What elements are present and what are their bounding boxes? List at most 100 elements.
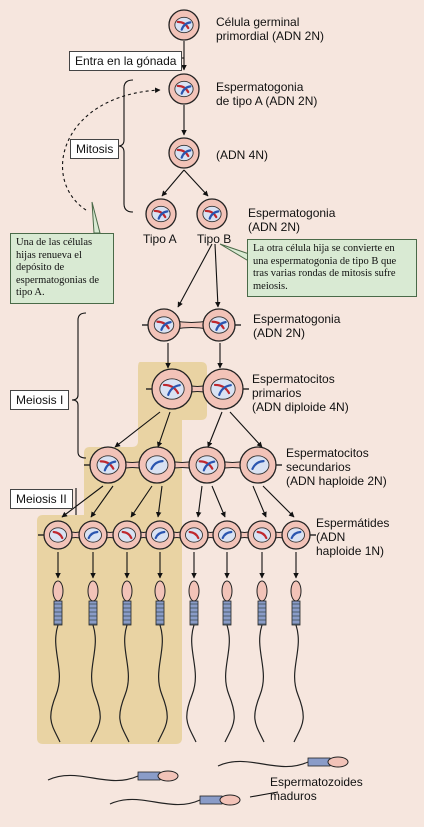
arrow-to-type-a [161,169,185,197]
arrow-to-type-b [183,169,209,197]
developing-sperm [221,580,235,743]
cell [112,520,142,550]
developing-sperm [50,580,64,743]
chromosome-blue [290,530,302,540]
sperm-tail [254,624,265,743]
type-a-spermatogonium [168,73,200,105]
developing-sperm [154,580,168,743]
arrow-secondary-to-spermatid [195,485,203,518]
arrow-secondary-to-spermatid [155,485,163,518]
chromosome-red [213,383,231,395]
highlight-region [37,362,207,744]
sperm-head [188,580,200,602]
sperm-midpiece [307,757,331,767]
sperm-tail [50,624,61,743]
sperm-head [221,580,233,602]
chromosome-blue [215,321,227,331]
chromosome-red [256,530,268,540]
cell [202,308,236,342]
arrow-b-to-pair-right [214,243,221,308]
label-type-b-spermatogonia: Espermatogonia (ADN 2N) [253,312,341,340]
chromosome-blue [208,210,220,220]
arrow-secondary-to-spermatid [90,485,114,518]
sperm-midpiece [222,600,232,626]
sperm-tail [109,798,201,806]
mature-sperm-pointer [249,791,279,798]
label-spermatogonia-2n: Espermatogonia (ADN 2N) [248,206,336,234]
sperm-head [290,580,302,602]
cell [89,446,127,484]
sperm-midpiece [199,795,223,805]
sperm-head [327,756,349,768]
chromosome-red [153,209,167,219]
sperm-head [121,580,133,602]
cell [145,520,175,550]
chromosome-blue [87,530,99,540]
meiosis-i-label: Meiosis I [10,390,70,410]
chromosome-red [52,530,64,540]
sperm-midpiece [291,600,301,626]
developing-sperm [186,580,200,743]
cells [38,9,349,806]
mitosis-label: Mitosis [70,139,120,159]
cell [202,368,244,410]
sperm-head [219,794,241,806]
sperm-tail [119,624,130,743]
arrow-secondary-to-spermatid [211,485,226,518]
chromosome-red [198,460,214,470]
label-primary-spermatocytes: Espermatocitos primarios (ADN diploide 4… [252,372,349,414]
label-type-a-spermatogonium: Espermatogonia de tipo A (ADN 2N) [216,80,318,108]
nucleus [246,455,270,475]
lineage-highlight [37,362,207,744]
label-mature-sperm: Espermatozoides maduros [270,775,363,803]
sperm-head [87,580,99,602]
arrow-primary-to-secondary [207,411,223,448]
developing-sperm [119,580,133,743]
chromosome-blue [180,85,192,95]
cell [212,520,242,550]
sperm-head [52,580,64,602]
meiosis-ii-label: Meiosis II [10,489,73,509]
chromosome-red [162,383,180,395]
sperm-head [256,580,268,602]
nucleus [287,527,305,543]
sperm-tail [90,624,101,743]
arrow-primary-to-secondary [114,411,161,448]
chromosome-blue [103,460,117,472]
chromosome-blue [160,321,172,331]
label-type-b: Tipo B [197,232,232,246]
connectors [55,41,299,798]
mature-sperm-3 [109,794,241,806]
arrow-secondary-to-spermatid [61,485,104,518]
nucleus [49,527,67,543]
chromosome-blue [202,460,216,472]
cell [188,446,226,484]
cell [281,520,311,550]
arrow-secondary-to-spermatid [130,485,153,518]
meiosis-i-bracket [71,312,87,459]
primordial-germ-cell [168,9,200,41]
chromosome-blue [150,460,164,470]
nucleus [151,527,169,543]
label-primordial-germ-cell: Célula germinal primordial (ADN 2N) [216,15,325,43]
mitosis-bracket [117,79,134,213]
chromosome-red [176,84,190,94]
chromosome-red [99,460,115,470]
label-type-a: Tipo A [143,232,177,246]
arrow-secondary-to-spermatid [252,485,267,518]
arrow-b-to-pair-left [177,243,213,308]
spermatogonium-4n [168,137,200,169]
cell [138,446,176,484]
sperm-tail [293,624,304,743]
enter-gonad-label: Entra en la gónada [69,51,183,71]
sperm-midpiece [189,600,199,626]
nucleus [218,527,236,543]
type-a-daughter [145,198,177,230]
renewal-loop [62,87,161,211]
nucleus [253,527,271,543]
sperm-midpiece [53,600,63,626]
sperm-midpiece [88,600,98,626]
nucleus [118,527,136,543]
label-dna-4n: (ADN 4N) [216,148,269,162]
